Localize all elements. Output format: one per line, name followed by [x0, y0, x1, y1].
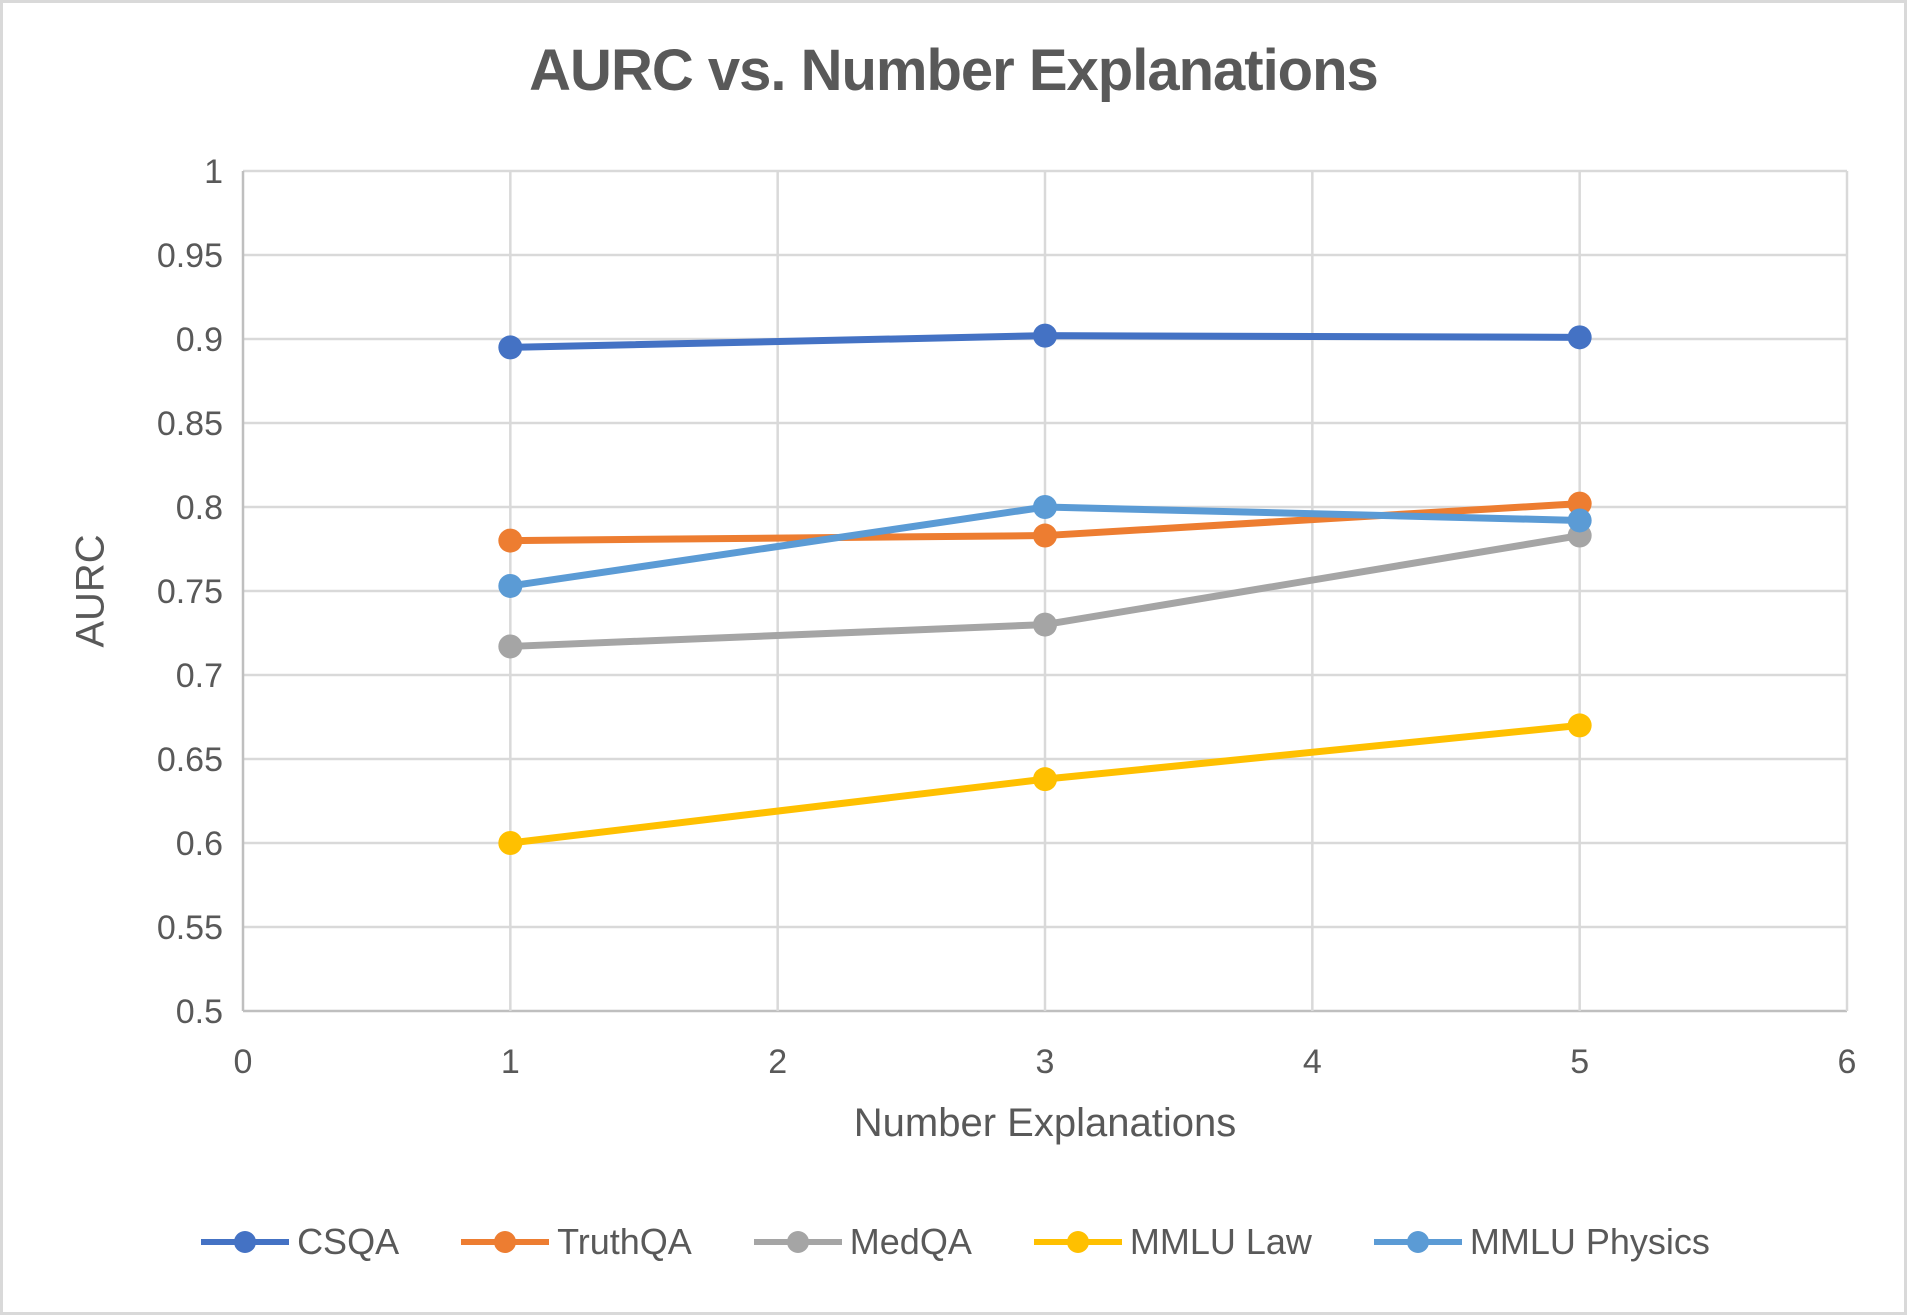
legend-item-csqa: CSQA — [197, 1221, 399, 1263]
y-tick-label: 0.7 — [176, 657, 223, 695]
plot-area: 1 0.95 0.9 0.85 0.8 0.75 0.7 0.65 0.6 0.55 0.5 0 1 2 3… — [157, 153, 1857, 1081]
x-tick-label: 4 — [1303, 1043, 1322, 1081]
legend-marker-icon — [1033, 1231, 1122, 1253]
data-point-medqa — [498, 634, 523, 659]
x-tick-label: 5 — [1570, 1043, 1589, 1081]
legend-label: CSQA — [297, 1221, 400, 1262]
legend-item-mmlu-physics: MMLU Physics — [1370, 1221, 1710, 1263]
x-tick-label: 3 — [1036, 1043, 1055, 1081]
y-tick-label: 0.9 — [176, 321, 223, 359]
data-point-truthqa — [498, 528, 523, 553]
data-point-medqa — [1033, 612, 1057, 637]
legend-label: MMLU Law — [1129, 1221, 1312, 1262]
y-axis-title: AURC — [68, 534, 113, 648]
data-point-truthqa — [1033, 523, 1057, 548]
y-tick-label: 0.6 — [176, 825, 223, 863]
y-tick-label: 0.55 — [157, 909, 223, 947]
data-point-csqa — [498, 335, 523, 360]
x-tick-label: 1 — [501, 1043, 520, 1081]
chart-title: AURC vs. Number Explanations — [529, 38, 1379, 103]
legend-item-mmlu-law: MMLU Law — [1030, 1221, 1312, 1263]
x-tick-label: 6 — [1838, 1043, 1857, 1081]
y-tick-label: 0.8 — [176, 489, 223, 527]
y-tick-label: 0.75 — [157, 573, 223, 611]
y-tick-label: 1 — [204, 153, 223, 191]
legend-item-truthqa: TruthQA — [457, 1221, 692, 1263]
legend-label: MMLU Physics — [1469, 1221, 1710, 1262]
data-point-csqa — [1567, 325, 1592, 350]
legend-marker-icon — [461, 1231, 550, 1253]
legend-item-medqa: MedQA — [750, 1221, 972, 1263]
data-point-mmlu-law — [498, 831, 523, 855]
data-point-mmlu-law — [1567, 713, 1592, 738]
legend-marker-icon — [201, 1231, 290, 1253]
y-tick-label: 0.5 — [176, 993, 223, 1031]
y-tick-label: 0.65 — [157, 741, 223, 779]
data-point-mmlu-law — [1033, 767, 1057, 792]
legend-marker-icon — [1373, 1231, 1462, 1253]
x-tick-label: 0 — [234, 1043, 253, 1081]
data-point-mmlu-physics — [1567, 508, 1592, 533]
data-point-mmlu-physics — [1033, 495, 1057, 519]
legend: CSQA TruthQA MedQA MMLU Law MMLU Physics — [3, 1221, 1904, 1263]
x-axis-title: Number Explanations — [853, 1101, 1237, 1145]
legend-label: TruthQA — [557, 1221, 692, 1262]
data-point-truthqa — [1567, 491, 1592, 516]
legend-label: MedQA — [849, 1221, 972, 1262]
y-tick-label: 0.85 — [157, 405, 223, 443]
data-point-mmlu-physics — [498, 573, 523, 598]
data-point-csqa — [1033, 323, 1057, 348]
y-tick-label: 0.95 — [157, 237, 223, 275]
legend-marker-icon — [753, 1231, 842, 1253]
x-tick-label: 2 — [768, 1043, 787, 1081]
